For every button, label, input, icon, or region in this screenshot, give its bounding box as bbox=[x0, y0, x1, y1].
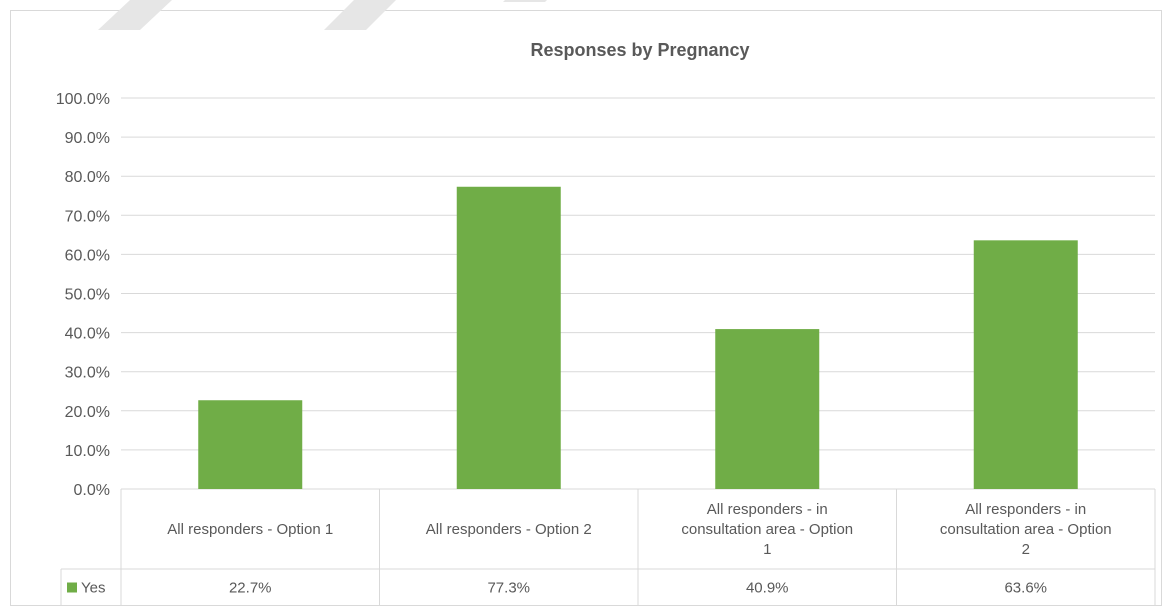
category-label: 2 bbox=[1022, 541, 1030, 558]
bars bbox=[198, 186, 1078, 489]
bar bbox=[973, 240, 1078, 489]
category-label: consultation area - Option bbox=[681, 521, 853, 538]
y-tick-label: 80.0% bbox=[65, 169, 110, 186]
data-label: 22.7% bbox=[229, 580, 272, 597]
category-label: All responders - Option 1 bbox=[167, 521, 333, 538]
y-tick-label: 0.0% bbox=[74, 482, 110, 499]
y-axis-ticks: 0.0% 10.0% 20.0% 30.0% 40.0% 50.0% 60.0% 70.0% 8… bbox=[56, 91, 110, 499]
chart-frame bbox=[10, 10, 1162, 606]
y-tick-label: 90.0% bbox=[65, 130, 110, 147]
y-tick-label: 60.0% bbox=[65, 247, 110, 264]
data-label: 63.6% bbox=[1004, 580, 1047, 597]
category-label: All responders - Option 2 bbox=[426, 521, 592, 538]
bar bbox=[198, 400, 303, 489]
y-tick-label: 10.0% bbox=[65, 443, 110, 460]
y-tick-label: 40.0% bbox=[65, 326, 110, 343]
y-tick-label: 30.0% bbox=[65, 365, 110, 382]
chart-title: Responses by Pregnancy bbox=[530, 40, 749, 60]
category-label: consultation area - Option bbox=[940, 521, 1112, 538]
watermark-stripe bbox=[503, 0, 547, 2]
y-tick-label: 100.0% bbox=[56, 91, 110, 108]
data-label: 40.9% bbox=[746, 580, 789, 597]
watermark-stripe bbox=[324, 0, 396, 30]
watermark-stripe bbox=[98, 0, 172, 30]
data-table: All responders - Option 1 All responders … bbox=[60, 489, 1156, 606]
bar bbox=[456, 186, 561, 489]
category-label: All responders - in bbox=[965, 501, 1086, 518]
y-tick-label: 50.0% bbox=[65, 287, 110, 304]
legend-label-yes: Yes bbox=[81, 580, 105, 597]
data-label: 77.3% bbox=[487, 580, 530, 597]
bar bbox=[715, 329, 820, 489]
y-tick-label: 70.0% bbox=[65, 208, 110, 225]
y-tick-label: 20.0% bbox=[65, 404, 110, 421]
category-label: All responders - in bbox=[707, 501, 828, 518]
category-label: 1 bbox=[763, 541, 771, 558]
legend-key-yes bbox=[67, 582, 77, 593]
